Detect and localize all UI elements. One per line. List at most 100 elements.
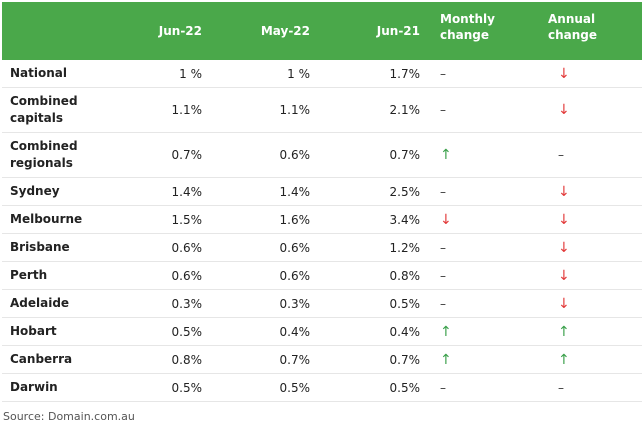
value-jun21: 3.4%	[318, 205, 428, 234]
monthly-change-cell: –	[428, 233, 536, 262]
value-jun22: 0.7%	[98, 132, 210, 178]
arrow-up-icon: ↑	[440, 323, 452, 340]
value-jun21: 2.5%	[318, 177, 428, 206]
value-jun22: 0.6%	[98, 261, 210, 290]
dash-icon: –	[440, 66, 446, 81]
header-jun22: Jun-22	[98, 2, 210, 60]
monthly-change-cell: ↓	[428, 205, 536, 234]
monthly-change-cell: –	[428, 261, 536, 290]
table-row: National 1 % 1 % 1.7% – ↓	[2, 60, 642, 88]
value-jun22: 0.5%	[98, 373, 210, 402]
region-name: Sydney	[2, 177, 98, 206]
region-name: Combined regionals	[2, 132, 98, 178]
header-may22: May-22	[210, 2, 318, 60]
table-body: National 1 % 1 % 1.7% – ↓ Combined capitals 1.1…	[2, 60, 642, 402]
source-note: Source: Domain.com.au	[3, 410, 135, 423]
arrow-up-icon: ↑	[558, 323, 570, 340]
dash-icon: –	[440, 103, 446, 117]
dash-icon: –	[440, 268, 446, 283]
value-jun22: 0.6%	[98, 233, 210, 262]
value-jun22: 1.4%	[98, 177, 210, 206]
region-name: Perth	[2, 261, 98, 290]
table-row: Combined regionals 0.7% 0.6% 0.7% ↑ –	[2, 132, 642, 178]
annual-change-cell: ↓	[536, 261, 642, 290]
header-region	[2, 2, 98, 60]
table-row: Melbourne 1.5% 1.6% 3.4% ↓ ↓	[2, 205, 642, 234]
monthly-change-cell: –	[428, 177, 536, 206]
monthly-change-cell: –	[428, 373, 536, 402]
table-row: Combined capitals 1.1% 1.1% 2.1% – ↓	[2, 87, 642, 133]
table-row: Perth 0.6% 0.6% 0.8% – ↓	[2, 261, 642, 290]
value-may22: 1.4%	[210, 177, 318, 206]
value-may22: 0.6%	[210, 261, 318, 290]
annual-change-cell: –	[536, 373, 642, 402]
header-jun21: Jun-21	[318, 2, 428, 60]
table-row: Canberra 0.8% 0.7% 0.7% ↑ ↑	[2, 345, 642, 374]
value-jun22: 0.5%	[98, 317, 210, 346]
value-jun22: 1.1%	[98, 87, 210, 133]
vacancy-rate-table: Jun-22 May-22 Jun-21 Monthly change Annu…	[2, 2, 642, 402]
value-may22: 0.6%	[210, 132, 318, 178]
annual-change-cell: ↓	[536, 289, 642, 318]
value-jun22: 1.5%	[98, 205, 210, 234]
value-jun21: 0.5%	[318, 373, 428, 402]
value-jun21: 0.7%	[318, 132, 428, 178]
value-jun21: 1.2%	[318, 233, 428, 262]
value-may22: 0.6%	[210, 233, 318, 262]
value-may22: 1.6%	[210, 205, 318, 234]
annual-change-cell: ↑	[536, 345, 642, 374]
value-jun21: 0.8%	[318, 261, 428, 290]
dash-icon: –	[440, 296, 446, 311]
annual-change-cell: ↓	[536, 205, 642, 234]
arrow-down-icon: ↓	[558, 102, 570, 118]
arrow-up-icon: ↑	[440, 351, 452, 368]
table-row: Adelaide 0.3% 0.3% 0.5% – ↓	[2, 289, 642, 318]
monthly-change-cell: –	[428, 60, 536, 88]
value-jun22: 0.3%	[98, 289, 210, 318]
header-annual-line1: Annual	[548, 12, 596, 26]
region-name: Brisbane	[2, 233, 98, 262]
header-monthly-change: Monthly change	[428, 2, 536, 60]
table-header-row: Jun-22 May-22 Jun-21 Monthly change Annu…	[2, 2, 642, 60]
arrow-down-icon: ↓	[558, 65, 570, 82]
arrow-down-icon: ↓	[558, 183, 570, 200]
region-name: Adelaide	[2, 289, 98, 318]
region-name: Hobart	[2, 317, 98, 346]
table-row: Brisbane 0.6% 0.6% 1.2% – ↓	[2, 233, 642, 262]
monthly-change-cell: ↑	[428, 317, 536, 346]
value-may22: 1 %	[210, 60, 318, 88]
header-annual-change: Annual change	[536, 2, 642, 60]
arrow-down-icon: ↓	[558, 239, 570, 256]
value-may22: 0.5%	[210, 373, 318, 402]
region-name: Darwin	[2, 373, 98, 402]
annual-change-cell: –	[536, 132, 642, 178]
arrow-down-icon: ↓	[558, 211, 570, 228]
header-monthly-line1: Monthly	[440, 12, 495, 26]
value-jun21: 1.7%	[318, 60, 428, 88]
value-jun21: 0.5%	[318, 289, 428, 318]
value-jun21: 0.4%	[318, 317, 428, 346]
value-jun22: 0.8%	[98, 345, 210, 374]
value-jun21: 0.7%	[318, 345, 428, 374]
value-may22: 0.3%	[210, 289, 318, 318]
monthly-change-cell: ↑	[428, 132, 536, 178]
dash-icon: –	[440, 240, 446, 255]
region-name: Combined capitals	[2, 87, 98, 133]
region-name: National	[2, 60, 98, 88]
value-may22: 0.4%	[210, 317, 318, 346]
monthly-change-cell: –	[428, 289, 536, 318]
arrow-up-icon: ↑	[440, 147, 452, 163]
value-jun22: 1 %	[98, 60, 210, 88]
region-name: Canberra	[2, 345, 98, 374]
annual-change-cell: ↓	[536, 233, 642, 262]
dash-icon: –	[440, 184, 446, 199]
dash-icon: –	[558, 148, 564, 162]
header-monthly-line2: change	[440, 28, 490, 42]
dash-icon: –	[440, 380, 446, 395]
dash-icon: –	[558, 380, 564, 395]
annual-change-cell: ↓	[536, 87, 642, 133]
monthly-change-cell: ↑	[428, 345, 536, 374]
table-row: Sydney 1.4% 1.4% 2.5% – ↓	[2, 177, 642, 206]
annual-change-cell: ↓	[536, 177, 642, 206]
arrow-up-icon: ↑	[558, 351, 570, 368]
